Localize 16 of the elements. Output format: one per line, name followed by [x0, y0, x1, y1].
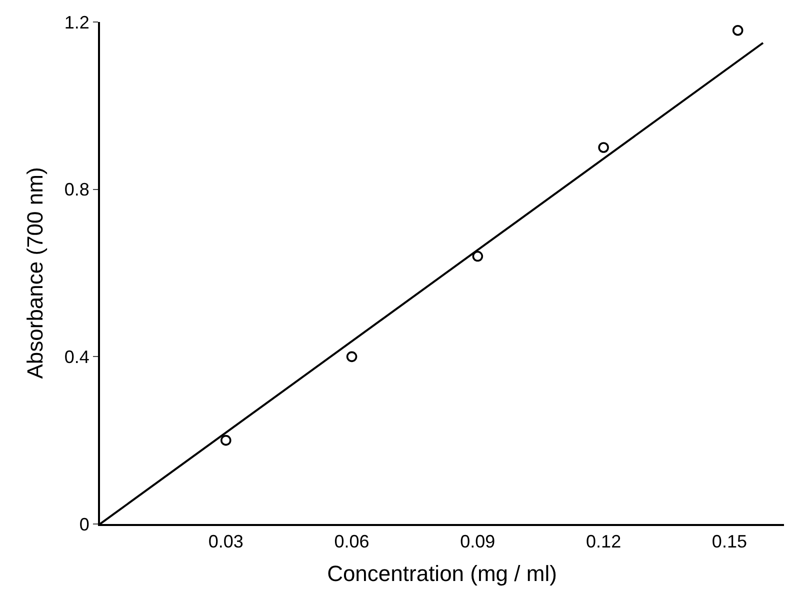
point: [472, 250, 484, 262]
y-tick-label: 1.2: [64, 12, 90, 32]
x-axis-title: Concentration (mg / ml): [327, 561, 557, 586]
y-tick-label: 0: [79, 514, 90, 534]
x-tick-label: 0.03: [208, 532, 244, 552]
x-tick-label: 0.09: [460, 532, 496, 552]
point: [598, 142, 609, 153]
point: [346, 351, 358, 362]
x-tick-label: 0.12: [586, 532, 622, 552]
point: [732, 24, 744, 36]
y-axis-title: Absorbance (700 nm): [22, 167, 48, 379]
x-tick-label: 0.06: [334, 532, 370, 552]
x-tick-label: 0.15: [712, 532, 747, 552]
point: [220, 434, 232, 446]
y-tick-label: 0.4: [64, 346, 90, 367]
y-tick-label: 0.8: [64, 180, 90, 200]
